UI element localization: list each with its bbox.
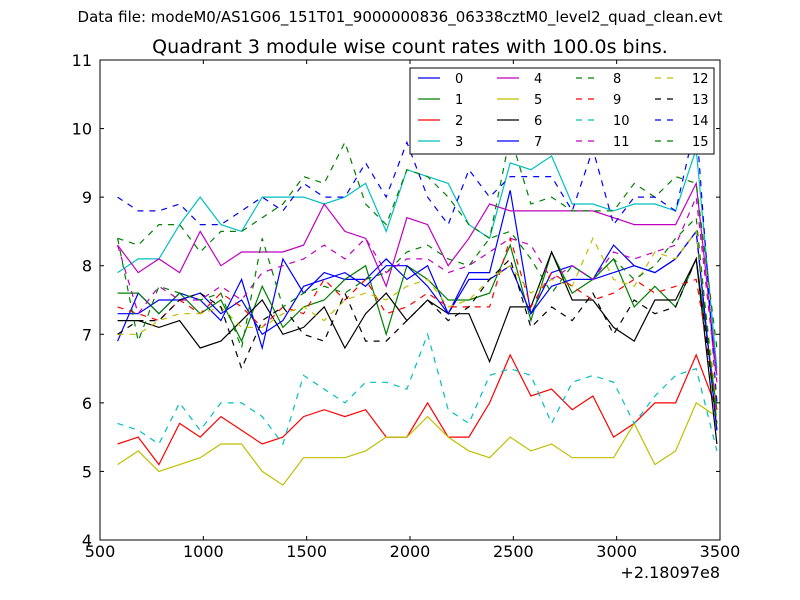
legend-box xyxy=(409,67,715,155)
x-tick-label: 500 xyxy=(85,542,116,561)
series-line-15 xyxy=(117,216,718,424)
y-tick-label: 5 xyxy=(82,462,92,481)
legend-label-14: 14 xyxy=(692,114,709,129)
x-tick-label: 2000 xyxy=(390,542,431,561)
y-tick-label: 7 xyxy=(82,325,92,344)
legend-label-13: 13 xyxy=(692,93,709,108)
legend-label-5: 5 xyxy=(534,93,542,108)
legend-label-3: 3 xyxy=(455,135,463,150)
x-tick-label: 1500 xyxy=(286,542,327,561)
y-tick-label: 10 xyxy=(72,120,92,139)
legend-label-8: 8 xyxy=(613,72,621,87)
series-line-2 xyxy=(117,353,718,466)
x-axis-offset-label: +2.18097e8 xyxy=(620,563,720,582)
x-tick-label: 3000 xyxy=(596,542,637,561)
series-line-7 xyxy=(117,229,718,431)
y-tick-label: 9 xyxy=(82,188,92,207)
legend-label-2: 2 xyxy=(455,114,463,129)
legend-label-6: 6 xyxy=(534,114,542,129)
figure-suptitle: Data file: modeM0/AS1G06_151T01_90000008… xyxy=(77,8,723,26)
x-tick-label: 1000 xyxy=(183,542,224,561)
y-tick-label: 11 xyxy=(72,51,92,70)
y-tick-labels: 4 5 6 7 8 9 10 11 xyxy=(72,51,92,550)
chart-title: Quadrant 3 module wise count rates with … xyxy=(152,36,668,58)
series-line-12 xyxy=(117,229,718,403)
x-tick-label: 3500 xyxy=(700,542,741,561)
series-line-5 xyxy=(117,402,718,486)
axis-ticks xyxy=(99,59,721,541)
legend-label-0: 0 xyxy=(455,72,463,87)
series-line-4 xyxy=(117,181,718,376)
series-lines xyxy=(117,121,718,486)
series-line-14 xyxy=(117,121,718,403)
series-line-10 xyxy=(117,332,718,452)
legend-label-7: 7 xyxy=(534,135,542,150)
y-tick-label: 6 xyxy=(82,394,92,413)
plot-frame xyxy=(99,59,721,541)
legend-label-4: 4 xyxy=(534,72,542,87)
x-tick-label: 2500 xyxy=(493,542,534,561)
legend-label-11: 11 xyxy=(613,135,630,150)
series-line-13 xyxy=(117,256,718,424)
x-tick-labels: 500 1000 1500 2000 2500 3000 3500 xyxy=(85,542,741,561)
y-tick-label: 8 xyxy=(82,257,92,276)
legend-label-9: 9 xyxy=(613,93,621,108)
series-line-8 xyxy=(117,135,718,349)
series-line-6 xyxy=(117,250,718,445)
series-line-11 xyxy=(117,194,718,383)
y-tick-label: 4 xyxy=(82,531,92,550)
series-line-1 xyxy=(117,243,718,410)
legend-label-10: 10 xyxy=(613,114,630,129)
legend-label-1: 1 xyxy=(455,93,463,108)
legend-label-15: 15 xyxy=(692,135,709,150)
series-line-9 xyxy=(117,236,718,403)
legend-label-12: 12 xyxy=(692,72,709,87)
